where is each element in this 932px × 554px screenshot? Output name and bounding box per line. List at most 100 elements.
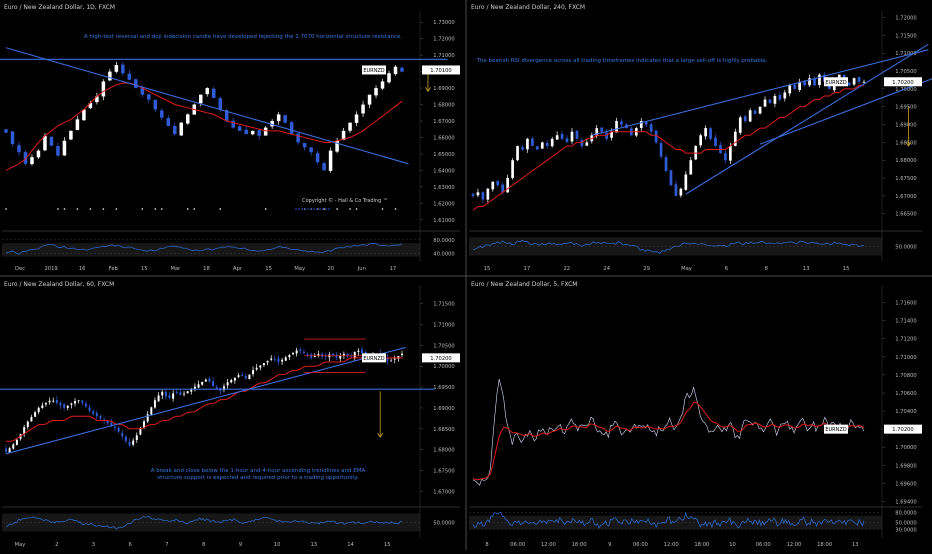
x-tick-label: Feb xyxy=(109,266,119,272)
candle xyxy=(743,114,747,123)
candle xyxy=(99,414,102,421)
down-arrow-head xyxy=(425,87,431,93)
candle xyxy=(273,355,276,362)
candle-body xyxy=(262,363,265,366)
session-dot xyxy=(316,208,318,210)
candle xyxy=(244,126,248,135)
candle-body xyxy=(386,357,389,362)
candle-body xyxy=(143,421,146,429)
candle xyxy=(808,74,811,87)
session-dot xyxy=(355,208,358,210)
x-tick-label: Jun xyxy=(357,266,366,272)
candle-body xyxy=(295,350,298,354)
candle-body xyxy=(276,114,281,122)
candle-body xyxy=(273,358,276,360)
candle-body xyxy=(34,412,37,417)
candle-body xyxy=(121,64,125,74)
x-tick-label: Mar xyxy=(170,266,181,272)
candle xyxy=(230,378,233,384)
candle-body xyxy=(545,142,549,146)
candle xyxy=(30,414,33,422)
y-tick-label: 1.70000 xyxy=(433,364,454,370)
candle-body xyxy=(317,354,320,356)
y-tick-label: 1.69000 xyxy=(433,86,454,92)
trendline xyxy=(685,43,929,195)
candle-body xyxy=(321,353,324,357)
candle-body xyxy=(654,130,658,143)
candle-body xyxy=(173,125,177,135)
candle-body xyxy=(190,388,193,392)
candle-body xyxy=(679,188,683,196)
candle xyxy=(550,136,554,148)
candle xyxy=(361,100,365,117)
rsi-line xyxy=(5,243,403,255)
x-tick-label: 9 xyxy=(608,542,611,548)
symbol-tag-label: EURNZD xyxy=(825,80,846,86)
candle-body xyxy=(768,99,772,104)
x-tick-label: 17 xyxy=(524,266,531,272)
panel-title: Euro / New Zealand Dollar, 1D, FXCM xyxy=(4,4,115,11)
candle-body xyxy=(186,391,189,394)
candle-body xyxy=(41,405,44,409)
candle-body xyxy=(808,78,811,86)
candle xyxy=(857,76,861,84)
candle-body xyxy=(157,395,160,402)
x-tick-label: 12:00 xyxy=(786,542,801,548)
candle xyxy=(317,350,320,358)
x-tick-label: 16 xyxy=(79,266,86,272)
candle xyxy=(400,66,404,73)
candle xyxy=(84,401,87,409)
candle xyxy=(353,351,356,362)
session-dot xyxy=(381,208,384,210)
candle-body xyxy=(659,143,663,157)
candle-body xyxy=(62,140,67,156)
candle-body xyxy=(193,386,196,390)
candle-body xyxy=(501,184,505,193)
candle xyxy=(295,347,298,357)
candle-body xyxy=(387,73,391,83)
candle xyxy=(540,141,544,149)
session-dot xyxy=(322,208,324,210)
candle xyxy=(70,402,73,409)
candle xyxy=(92,409,95,416)
ema-line xyxy=(472,84,864,211)
symbol-tag xyxy=(362,353,386,363)
candle-body xyxy=(299,349,302,351)
candle xyxy=(620,118,623,127)
candle-body xyxy=(101,81,106,97)
candle-body xyxy=(610,131,613,138)
candle-body xyxy=(585,142,589,146)
candle-body xyxy=(506,178,509,193)
y-tick-label: 1.62000 xyxy=(433,201,454,207)
candle-body xyxy=(367,94,372,105)
candle-body xyxy=(361,104,365,114)
panel-2: Euro / New Zealand Dollar, 240, FXCM 1.72… xyxy=(469,4,932,272)
candle-body xyxy=(231,120,235,128)
candle-body xyxy=(575,130,579,139)
y-tick-label: 1.61000 xyxy=(433,218,454,224)
candle xyxy=(664,154,668,173)
y-tick-label: 1.71400 xyxy=(895,319,916,325)
candle xyxy=(659,140,663,159)
y-tick-label: 1.70000 xyxy=(895,445,916,451)
candle xyxy=(284,355,287,362)
candle-body xyxy=(380,81,385,89)
candle xyxy=(476,188,480,198)
candle-body xyxy=(56,146,60,156)
down-arrow-head xyxy=(377,432,384,438)
candle-body xyxy=(669,170,673,186)
candle-body xyxy=(208,378,211,382)
candle-body xyxy=(248,374,251,380)
x-tick-label: 29 xyxy=(643,266,650,272)
candle xyxy=(292,352,294,356)
candle xyxy=(153,99,158,112)
candle-body xyxy=(724,153,727,161)
candle xyxy=(296,132,300,145)
candle xyxy=(862,79,866,84)
candle-body xyxy=(69,130,73,140)
candle-body xyxy=(595,128,599,136)
candle xyxy=(306,352,309,358)
candle-body xyxy=(620,121,623,125)
candle xyxy=(255,363,258,371)
